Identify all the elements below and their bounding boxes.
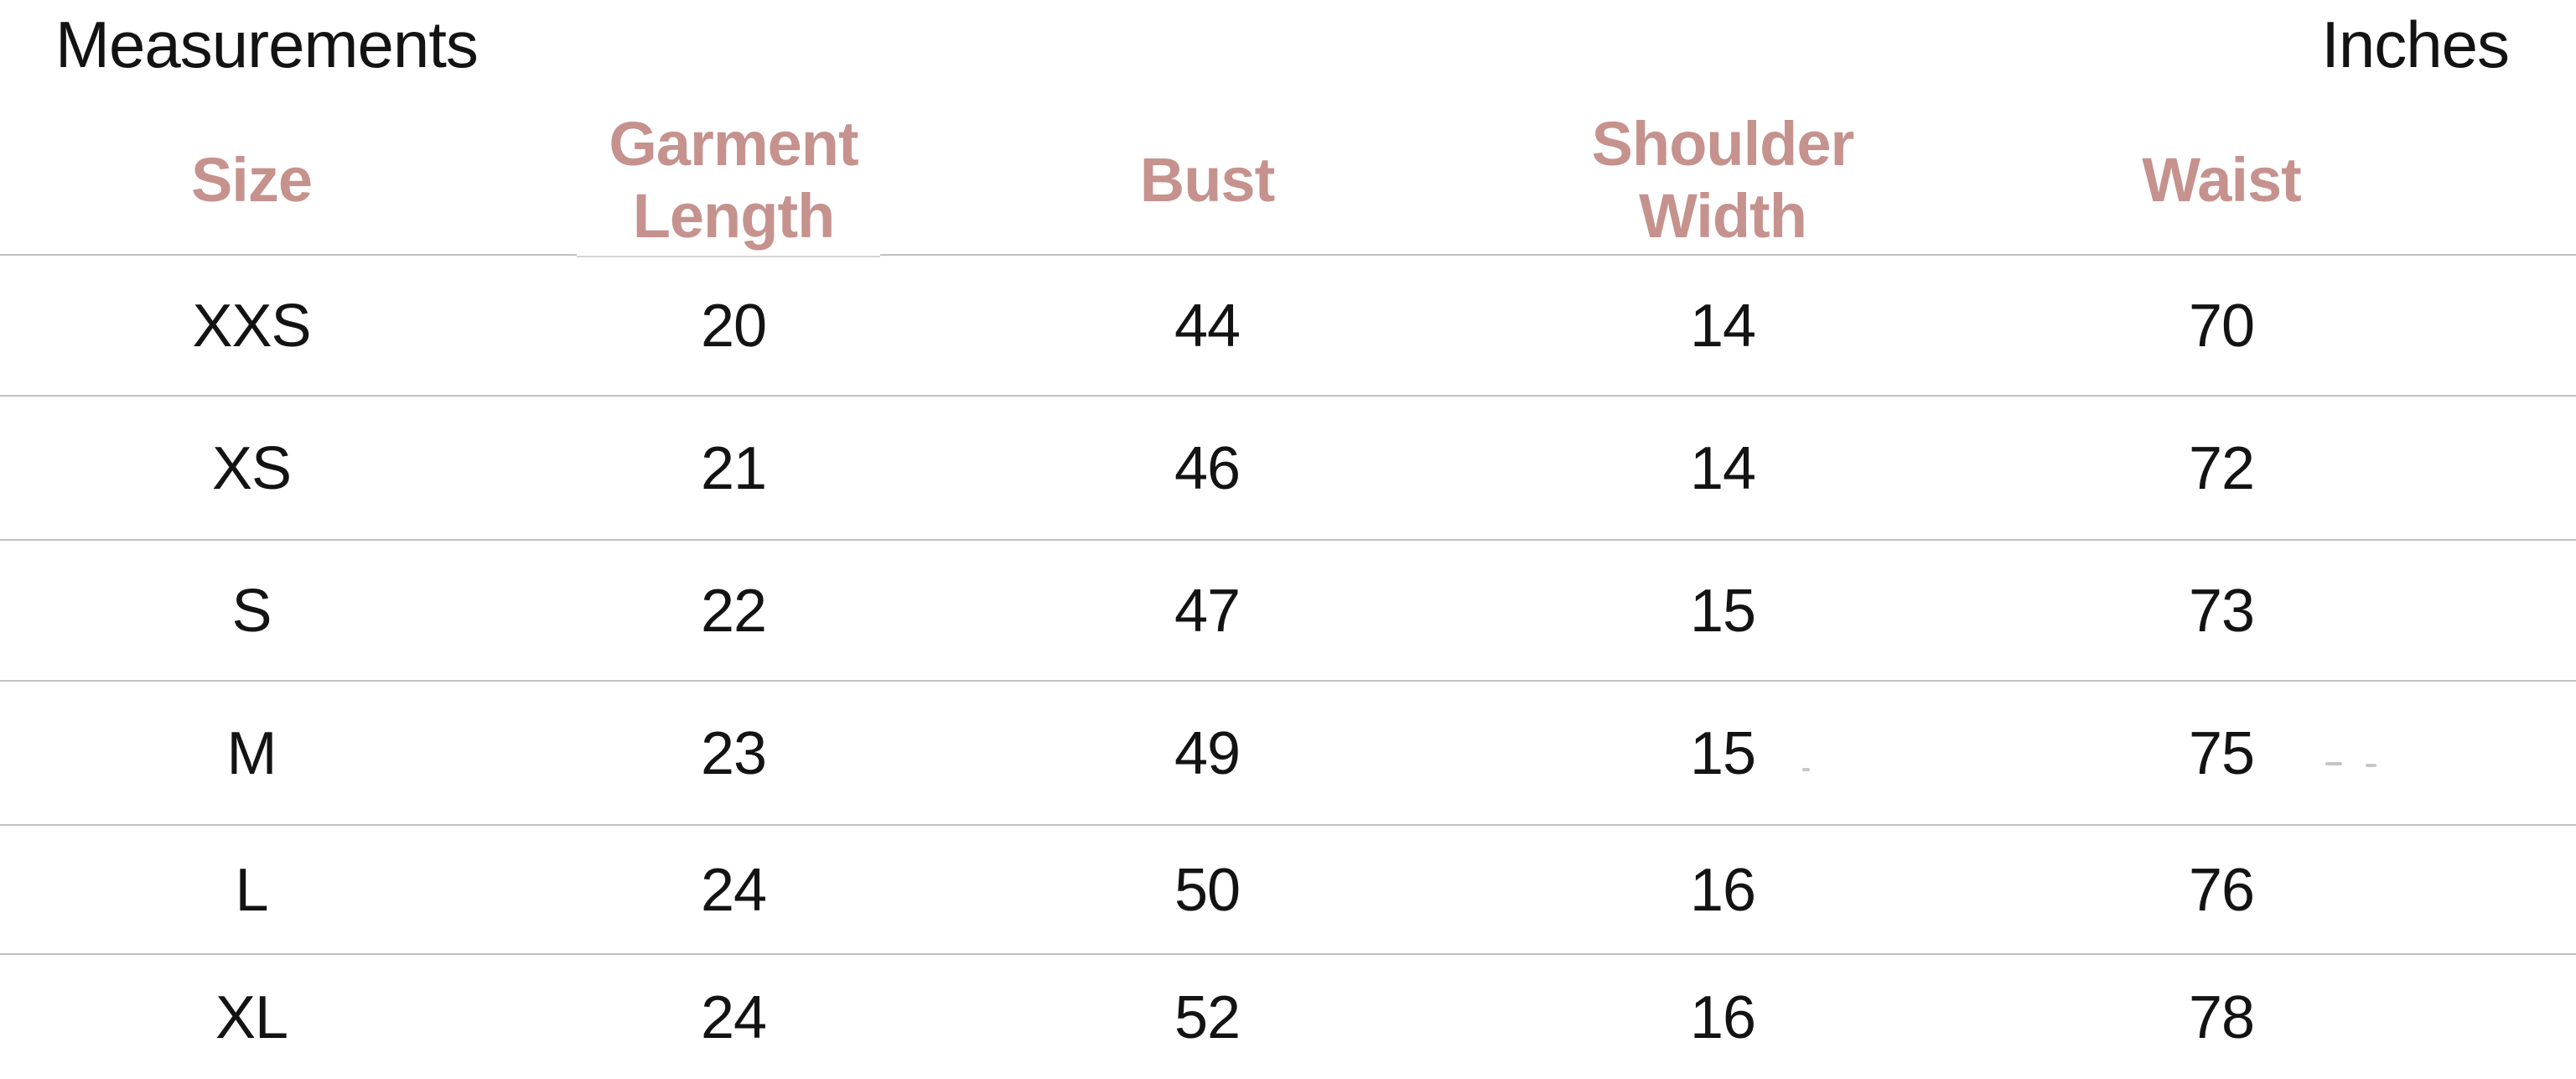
size-cell: XS bbox=[211, 435, 292, 502]
table-row-l: L 24 50 16 76 bbox=[0, 827, 2576, 954]
size-cell: S bbox=[231, 578, 272, 645]
value-cell: 76 bbox=[2188, 857, 2255, 924]
column-header-shoulder-width: Shoulder Width bbox=[1450, 107, 1995, 253]
column-header-label: Shoulder Width bbox=[1591, 109, 1855, 251]
value-cell: 20 bbox=[700, 293, 767, 360]
separator-line bbox=[0, 539, 2576, 541]
separator-line bbox=[0, 824, 2576, 826]
value-cell: 44 bbox=[1174, 293, 1241, 360]
smudge-artifact bbox=[2325, 762, 2342, 765]
size-cell: XXS bbox=[192, 293, 311, 360]
column-header-label: Garment Length bbox=[609, 109, 858, 251]
value-cell: 78 bbox=[2188, 983, 2255, 1051]
column-header-label: Size bbox=[190, 145, 313, 215]
value-cell: 49 bbox=[1174, 720, 1241, 787]
smudge-artifact bbox=[2366, 764, 2376, 767]
column-header-waist: Waist bbox=[1995, 107, 2448, 253]
separator-line bbox=[0, 680, 2576, 682]
value-cell: 47 bbox=[1174, 578, 1241, 645]
value-cell: 15 bbox=[1689, 720, 1756, 787]
value-cell: 72 bbox=[2188, 435, 2255, 502]
value-cell: 24 bbox=[700, 983, 767, 1051]
size-cell: L bbox=[235, 857, 268, 924]
page-title: Measurements bbox=[55, 8, 479, 81]
table-header-row: Size Garment Length Bust Shoulder Width Wais… bbox=[0, 107, 2576, 253]
value-cell: 23 bbox=[700, 720, 767, 787]
value-cell: 14 bbox=[1689, 293, 1756, 360]
value-cell: 14 bbox=[1689, 435, 1756, 502]
value-cell: 52 bbox=[1174, 983, 1241, 1051]
table-row-xs: XS 21 46 14 72 bbox=[0, 397, 2576, 540]
size-cell: M bbox=[226, 720, 277, 787]
separator-gap-artifact bbox=[577, 252, 880, 256]
separator-line bbox=[0, 254, 2576, 256]
table-row-xxs: XXS 20 44 14 70 bbox=[0, 257, 2576, 396]
separator-line bbox=[0, 953, 2576, 955]
value-cell: 75 bbox=[2188, 720, 2255, 787]
column-header-garment-length: Garment Length bbox=[503, 107, 964, 253]
value-cell: 73 bbox=[2188, 578, 2255, 645]
column-header-label: Waist bbox=[2142, 145, 2302, 215]
column-header-label: Bust bbox=[1139, 145, 1275, 215]
separator-line bbox=[0, 395, 2576, 397]
value-cell: 46 bbox=[1174, 435, 1241, 502]
table-row-s: S 22 47 15 73 bbox=[0, 542, 2576, 681]
value-cell: 24 bbox=[700, 857, 767, 924]
size-cell: XL bbox=[215, 983, 288, 1051]
table-row-xl: XL 24 52 16 78 bbox=[0, 956, 2576, 1079]
table-row-m: M 23 49 15 75 bbox=[0, 682, 2576, 825]
value-cell: 22 bbox=[700, 578, 767, 645]
unit-label: Inches bbox=[2321, 8, 2510, 81]
column-header-size: Size bbox=[0, 107, 503, 253]
value-cell: 50 bbox=[1174, 857, 1241, 924]
column-header-bust: Bust bbox=[964, 107, 1450, 253]
value-cell: 16 bbox=[1689, 983, 1756, 1051]
separator-offset-artifact bbox=[577, 256, 880, 257]
smudge-artifact bbox=[1802, 768, 1810, 771]
value-cell: 70 bbox=[2188, 293, 2255, 360]
value-cell: 16 bbox=[1689, 857, 1756, 924]
value-cell: 15 bbox=[1689, 578, 1756, 645]
value-cell: 21 bbox=[700, 435, 767, 502]
